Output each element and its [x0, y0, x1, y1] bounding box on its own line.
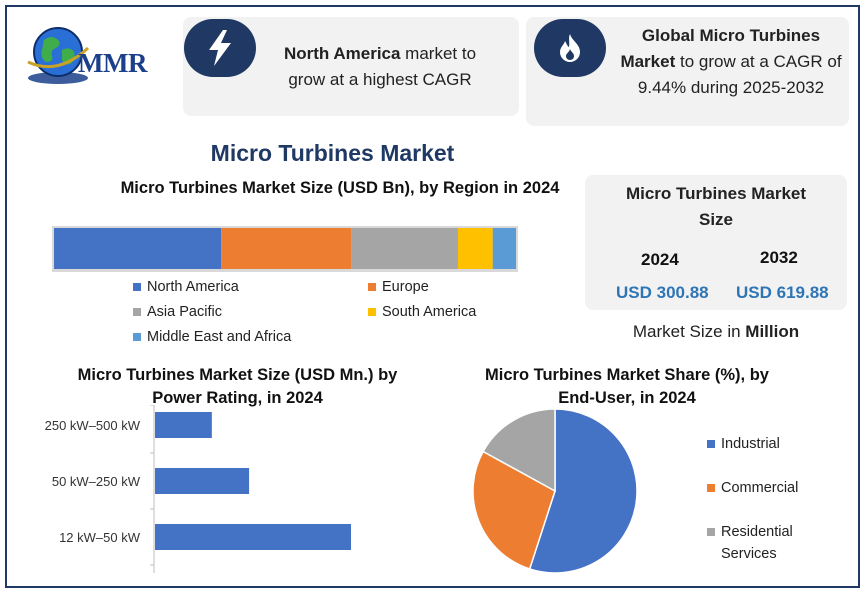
region-segment — [457, 228, 493, 269]
pie-legend-item: Residential Services — [707, 521, 817, 565]
legend-label: Industrial — [721, 436, 780, 452]
pie-slice — [482, 408, 556, 493]
power-bar — [155, 524, 351, 550]
callout-bold: Global Micro Turbines Market — [620, 26, 821, 71]
market-size-unit-note: Market Size in Million — [585, 322, 847, 342]
legend-swatch — [368, 308, 376, 316]
legend-swatch — [133, 283, 141, 291]
callout-bold: North America — [283, 44, 401, 63]
enduser-chart-title: Micro Turbines Market Share (%), by End-… — [485, 366, 769, 407]
unit-note-prefix: Market Size in — [632, 322, 746, 341]
legend-label: Residential Services — [721, 524, 793, 562]
legend-item: North America — [133, 279, 239, 295]
callout-text: North America market to grow at a highes… — [265, 41, 495, 93]
region-segment — [351, 228, 458, 269]
power-rating-bar-chart: 250 kW–500 kW 50 kW–250 kW 12 kW–50 kW — [45, 405, 351, 573]
lightning-icon — [209, 30, 231, 66]
legend-item: Europe — [368, 279, 429, 295]
legend-swatch — [707, 440, 715, 448]
legend-label: Asia Pacific — [147, 304, 222, 320]
callout-badge — [534, 19, 606, 77]
power-tick-label: 250 kW–500 kW — [45, 418, 141, 433]
legend-swatch — [707, 484, 715, 492]
legend-swatch — [368, 283, 376, 291]
legend-swatch — [133, 333, 141, 341]
legend-item: South America — [368, 304, 476, 320]
value-2032: USD 619.88 — [736, 283, 829, 302]
callout-badge — [184, 19, 256, 77]
main-title: Micro Turbines Market — [210, 140, 455, 166]
callout-global-cagr: Global Micro Turbines Market to grow at … — [526, 17, 849, 126]
callout-text: Global Micro Turbines Market to grow at … — [618, 23, 844, 101]
year-2024: 2024 — [641, 250, 679, 269]
region-segment — [54, 228, 222, 269]
legend-item: Middle East and Africa — [133, 329, 291, 345]
callout-rest: to grow at a CAGR of 9.44% during 2025-2… — [637, 52, 842, 97]
year-2032: 2032 — [760, 248, 798, 267]
globe-icon — [27, 27, 90, 84]
legend-label: Europe — [382, 279, 429, 295]
enduser-pie-chart — [472, 408, 638, 574]
legend-label: South America — [382, 304, 477, 320]
pie-slice — [472, 450, 556, 570]
pie-legend-item: Commercial — [707, 477, 817, 499]
market-size-box: Micro Turbines Market Size 2024 2032 USD… — [585, 175, 847, 310]
callout-north-america: North America market to grow at a highes… — [183, 17, 519, 116]
logo-text: MMR — [78, 48, 147, 78]
flame-icon — [560, 34, 580, 62]
pie-slice — [528, 408, 638, 574]
legend-swatch — [707, 528, 715, 536]
power-chart-title: Micro Turbines Market Size (USD Mn.) by … — [77, 366, 398, 407]
market-size-heading: Micro Turbines Market Size — [625, 184, 807, 229]
legend-label: North America — [147, 279, 239, 295]
region-chart-title: Micro Turbines Market Size (USD Bn), by … — [120, 179, 560, 197]
pie-legend-item: Industrial — [707, 433, 817, 455]
region-stacked-bar-chart — [52, 226, 518, 272]
unit-note-bold: Million — [745, 322, 800, 341]
legend-swatch — [133, 308, 141, 316]
power-tick-label: 50 kW–250 kW — [52, 474, 141, 489]
legend-label: Commercial — [721, 480, 799, 496]
legend-label: Middle East and Africa — [147, 329, 292, 345]
callout-rest: market to grow at a highest CAGR — [288, 44, 477, 89]
region-segment — [492, 228, 516, 269]
legend-item: Asia Pacific — [133, 304, 222, 320]
power-tick-label: 12 kW–50 kW — [59, 530, 141, 545]
value-2024: USD 300.88 — [616, 283, 709, 302]
power-bar — [155, 412, 212, 438]
mmr-logo: MMR — [22, 22, 172, 92]
region-segment — [221, 228, 352, 269]
power-bar — [155, 468, 250, 494]
